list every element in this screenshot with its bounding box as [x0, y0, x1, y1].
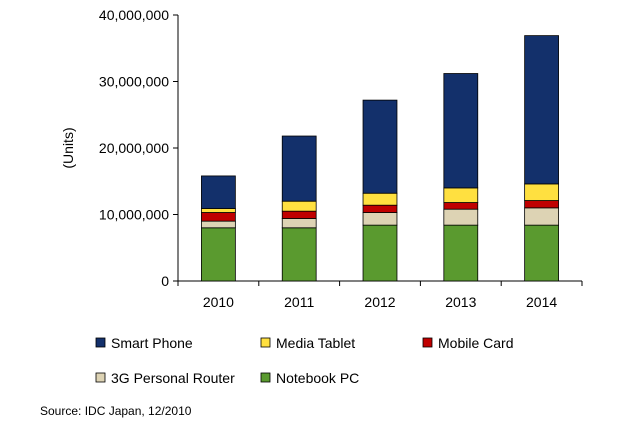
- bar-segment: [201, 220, 236, 229]
- bar-segment: [443, 224, 479, 282]
- bar-segment: [443, 202, 479, 210]
- bar-segment: [362, 224, 398, 282]
- bar-segment: [524, 200, 559, 209]
- legend-swatch: [260, 372, 271, 383]
- legend-label: 3G Personal Router: [111, 370, 235, 386]
- legend-label: Mobile Card: [438, 335, 513, 351]
- x-axis: 2010 2011 2012 2013 2014: [177, 280, 583, 310]
- bar-segment: [362, 99, 398, 194]
- y-axis: 0 10,000,000 20,000,000 30,000,000 40,000,00…: [99, 7, 179, 289]
- source-note: Source: IDC Japan, 12/2010: [40, 404, 192, 418]
- legend-label: Media Tablet: [276, 335, 355, 351]
- x-tick-label: 2011: [284, 294, 314, 310]
- legend-swatch: [95, 372, 106, 383]
- bar-segment: [281, 227, 317, 282]
- bar-segment: [281, 135, 317, 202]
- y-tick-label: 10,000,000: [99, 207, 169, 223]
- legend-swatch: [260, 337, 271, 348]
- y-tick-label: 40,000,000: [99, 7, 169, 23]
- bar-segment: [281, 210, 317, 219]
- x-tick-label: 2013: [445, 294, 476, 310]
- bar-segment: [201, 227, 236, 282]
- legend: Smart Phone Media Tablet Mobile Card 3G Per…: [95, 335, 513, 386]
- bar-segment: [201, 208, 236, 213]
- bar-segment: [362, 192, 398, 206]
- x-tick-label: 2012: [364, 294, 395, 310]
- bar-segment: [362, 204, 398, 213]
- x-tick-label: 2010: [203, 294, 234, 310]
- bar-segment: [524, 183, 559, 201]
- bar-segment: [362, 212, 398, 226]
- bar-segment: [443, 208, 479, 226]
- stacked-bar-chart: 0 10,000,000 20,000,000 30,000,000 40,000,00…: [60, 7, 583, 386]
- bar-segment: [281, 200, 317, 212]
- x-tick-label: 2014: [526, 294, 557, 310]
- bar-segment: [443, 73, 479, 189]
- bar-segment: [201, 175, 236, 209]
- y-tick-label: 0: [161, 273, 169, 289]
- legend-swatch: [422, 337, 433, 348]
- bar-segment: [443, 187, 479, 203]
- bar-segment: [281, 218, 317, 229]
- bars: [201, 35, 559, 282]
- legend-label: Smart Phone: [111, 335, 193, 351]
- bar-segment: [201, 212, 236, 222]
- y-tick-label: 30,000,000: [99, 74, 169, 90]
- y-tick-label: 20,000,000: [99, 140, 169, 156]
- bar-segment: [524, 35, 559, 185]
- y-axis-title: (Units): [60, 127, 76, 168]
- legend-label: Notebook PC: [276, 370, 359, 386]
- bar-segment: [524, 224, 559, 282]
- bar-segment: [524, 207, 559, 226]
- legend-swatch: [95, 337, 106, 348]
